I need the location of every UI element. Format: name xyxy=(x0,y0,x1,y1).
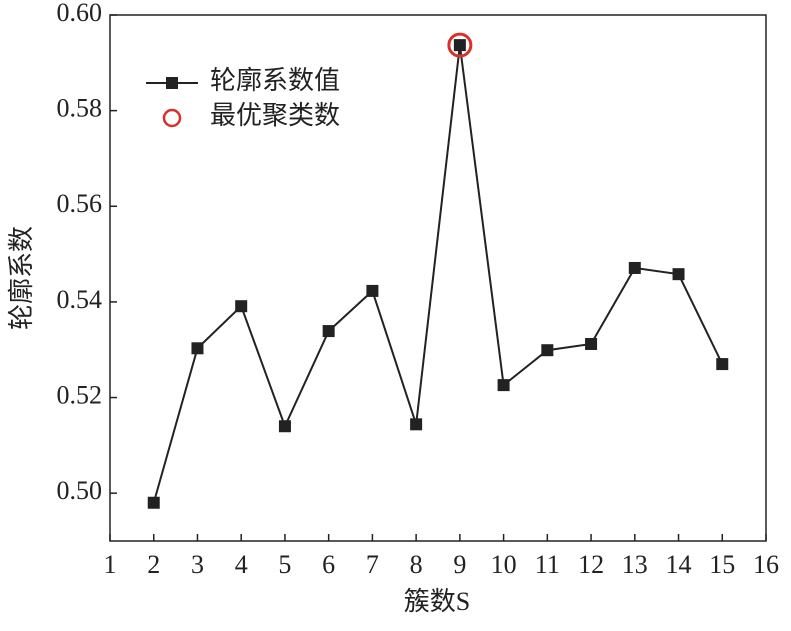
data-point xyxy=(410,418,423,431)
data-point xyxy=(447,32,473,58)
x-tick-label: 3 xyxy=(191,550,204,579)
data-point xyxy=(278,420,291,433)
data-point xyxy=(366,284,379,297)
data-point xyxy=(453,39,466,52)
legend-label: 轮廓系数值 xyxy=(210,66,340,95)
x-tick-label: 9 xyxy=(453,550,466,579)
y-tick-label: 0.56 xyxy=(57,189,103,218)
data-point xyxy=(191,342,204,355)
x-tick-label: 14 xyxy=(666,550,692,579)
data-point xyxy=(541,344,554,357)
series-line xyxy=(152,44,724,504)
y-axis-label: 轮廓系数 xyxy=(7,226,36,330)
x-tick-label: 7 xyxy=(366,550,379,579)
y-tick-label: 0.54 xyxy=(57,285,103,314)
data-point xyxy=(628,261,641,274)
data-point xyxy=(672,268,685,281)
plot-frame xyxy=(109,14,767,542)
data-point xyxy=(235,300,248,313)
x-tick-label: 5 xyxy=(278,550,291,579)
data-point xyxy=(716,358,729,371)
y-tick-label: 0.50 xyxy=(57,476,103,505)
x-tick-label: 15 xyxy=(709,550,735,579)
x-tick-label: 12 xyxy=(578,550,604,579)
x-tick-label: 8 xyxy=(410,550,423,579)
x-tick-label: 10 xyxy=(491,550,517,579)
y-tick-label: 0.52 xyxy=(57,381,103,410)
data-point xyxy=(585,337,598,350)
data-point xyxy=(147,496,160,509)
x-tick-label: 4 xyxy=(235,550,248,579)
x-tick-label: 2 xyxy=(147,550,160,579)
x-axis-label: 簇数S xyxy=(404,587,470,616)
legend-marker xyxy=(166,77,178,89)
x-tick-label: 13 xyxy=(622,550,648,579)
data-point xyxy=(497,379,510,392)
legend-label: 最优聚类数 xyxy=(210,101,340,130)
legend-marker xyxy=(162,108,182,128)
x-tick-label: 11 xyxy=(535,550,560,579)
data-point xyxy=(322,325,335,338)
x-tick-label: 6 xyxy=(322,550,335,579)
x-tick-label: 1 xyxy=(104,550,117,579)
x-tick-label: 16 xyxy=(753,550,779,579)
y-tick-label: 0.58 xyxy=(57,94,103,123)
y-tick-label: 0.60 xyxy=(57,0,103,27)
